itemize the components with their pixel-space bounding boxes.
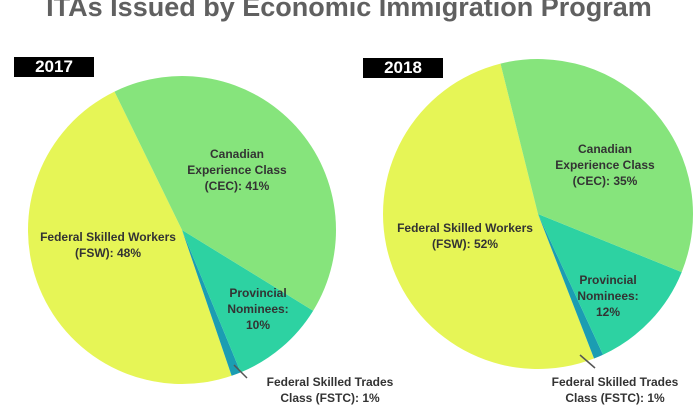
label-fstc-2018: Federal Skilled Trades Class (FSTC): 1% — [551, 375, 679, 405]
pie-slice-2017-fsw — [28, 91, 232, 384]
pie-slice-2018-pn — [538, 214, 682, 355]
label-fsw-2017: Federal Skilled Workers (FSW): 48% — [40, 230, 176, 260]
year-label-2017: 2017 — [14, 57, 94, 77]
label-cec-2018: Canadian Experience Class (CEC): 35% — [555, 142, 655, 188]
pie-slice-2017-fstc — [182, 230, 241, 376]
label-cec-2017: Canadian Experience Class (CEC): 41% — [187, 147, 287, 193]
label-pn-2018: Provincial Nominees: 12% — [577, 273, 639, 319]
pie-slice-2018-fstc — [538, 214, 604, 359]
fstc-pointer-2018 — [579, 354, 596, 369]
year-label-2018: 2018 — [363, 58, 443, 78]
chart-title: ITAs Issued by Economic Immigration Prog… — [46, 0, 652, 22]
pie-slice-2018-fsw — [383, 63, 595, 369]
pie-slice-2017-pn — [182, 230, 314, 373]
label-pn-2017: Provincial Nominees: 10% — [227, 286, 289, 332]
pie-slice-2017-cec — [114, 76, 336, 311]
pie-slice-2018-cec — [500, 59, 693, 273]
fstc-pointer-2017 — [233, 364, 248, 379]
label-fsw-2018: Federal Skilled Workers (FSW): 52% — [397, 221, 533, 251]
label-fstc-2017: Federal Skilled Trades Class (FSTC): 1% — [266, 375, 394, 405]
